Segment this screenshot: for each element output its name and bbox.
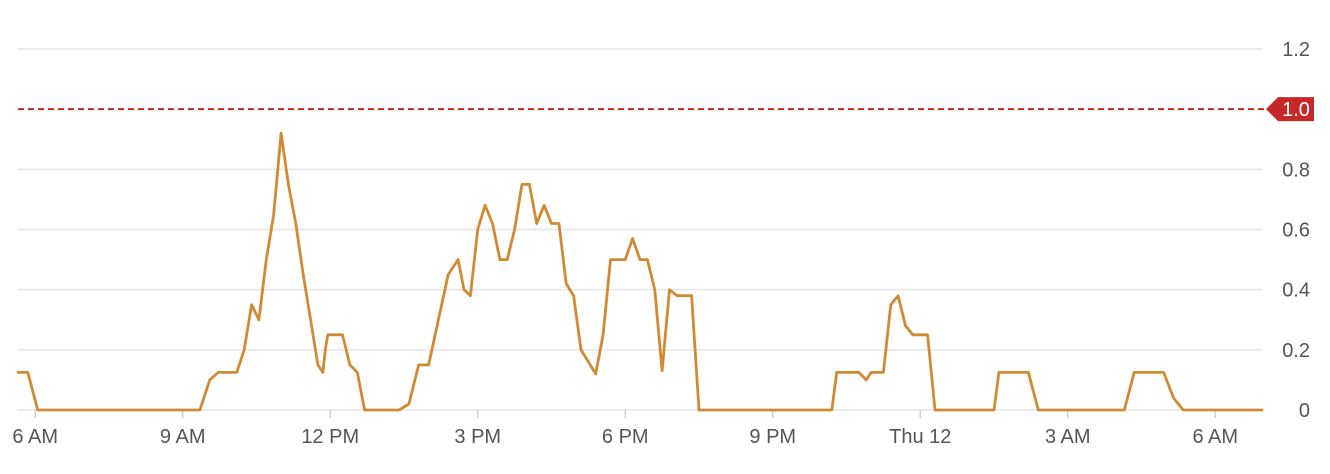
x-axis: 6 AM 9 AM 12 PM 3 PM 6 PM 9 PM Thu 12 3 AM 6 AM [12,410,1238,448]
x-tick-label: 9 AM [160,426,206,448]
x-tick-label: 6 AM [12,426,58,448]
y-tick-label: 0.8 [1282,159,1310,181]
y-tick-label: 0.6 [1282,220,1310,242]
x-tick-label: 9 PM [749,426,796,448]
threshold-flag [1266,97,1314,122]
x-tick-label: 6 AM [1192,426,1238,448]
threshold-label: 1.0 [1282,99,1310,121]
x-tick-label: Thu 12 [889,426,951,448]
x-tick-label: 3 AM [1045,426,1091,448]
series-line-0 [16,131,1264,412]
x-tick-label: 6 PM [602,426,649,448]
y-axis: 0 0.2 0.4 0.6 0.8 1.2 [1282,39,1310,422]
y-tick-label: 0.2 [1282,340,1310,362]
series-layer [16,131,1264,412]
y-tick-label: 0.4 [1282,280,1310,302]
grid-lines [18,48,1262,411]
y-tick-label: 1.2 [1282,39,1310,61]
y-tick-label: 0 [1299,400,1310,422]
x-tick-label: 3 PM [454,426,501,448]
x-tick-label: 12 PM [301,426,359,448]
threshold-line: 1.0 [18,97,1314,122]
